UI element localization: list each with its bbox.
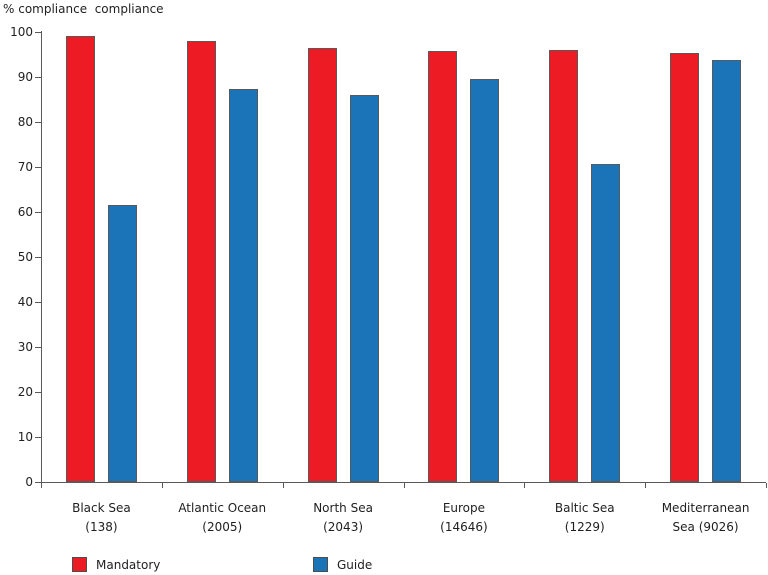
x-tick bbox=[524, 483, 526, 488]
x-category-label-line: (14646) bbox=[440, 520, 488, 534]
bar-mandatory-1 bbox=[186, 40, 216, 482]
bar-guide-3 bbox=[470, 79, 500, 482]
y-tick bbox=[35, 437, 41, 438]
legend-label-guide: Guide bbox=[337, 557, 373, 572]
y-tick-label: 10 bbox=[17, 430, 33, 444]
y-tick-label: 80 bbox=[17, 115, 33, 129]
y-tick-label: 0 bbox=[25, 475, 33, 489]
bar-mandatory-3 bbox=[428, 50, 458, 482]
x-tick bbox=[766, 483, 767, 488]
x-category-label: Atlantic Ocean (2005) bbox=[162, 499, 283, 537]
y-tick bbox=[35, 347, 41, 348]
y-tick-label: 100 bbox=[10, 25, 33, 39]
bar-guide-1 bbox=[228, 89, 258, 482]
x-category-label-line: Sea (9026) bbox=[672, 520, 739, 534]
y-tick bbox=[35, 122, 41, 123]
y-tick bbox=[35, 32, 41, 33]
bar-mandatory-0 bbox=[65, 35, 95, 482]
y-tick bbox=[35, 167, 41, 168]
y-tick bbox=[35, 212, 41, 213]
x-category-label: Baltic Sea (1229) bbox=[524, 499, 645, 537]
bar-guide-0 bbox=[107, 205, 137, 482]
legend-label-mandatory: Mandatory bbox=[96, 557, 161, 572]
x-category-label-line: (1229) bbox=[564, 520, 605, 534]
legend-item-mandatory: Mandatory bbox=[72, 557, 160, 572]
y-tick-label: 70 bbox=[17, 160, 33, 174]
x-category-label-line: Black Sea bbox=[72, 501, 131, 515]
bar-mandatory-5 bbox=[670, 52, 700, 482]
y-tick bbox=[35, 482, 41, 483]
bar-guide-4 bbox=[591, 163, 621, 482]
x-tick bbox=[645, 483, 647, 488]
y-tick bbox=[35, 392, 41, 393]
x-category-label-line: (2043) bbox=[323, 520, 364, 534]
x-tick bbox=[41, 483, 42, 488]
x-category-label-line: Europe bbox=[442, 501, 486, 515]
y-tick bbox=[35, 302, 41, 303]
x-category-label-line: Baltic Sea bbox=[554, 501, 615, 515]
y-axis-line bbox=[41, 31, 42, 487]
bar-guide-5 bbox=[712, 59, 742, 482]
y-tick-label: 90 bbox=[17, 70, 33, 84]
y-tick-label: 60 bbox=[17, 205, 33, 219]
x-category-label-line: (2005) bbox=[202, 520, 243, 534]
bar-guide-2 bbox=[349, 95, 379, 482]
y-tick bbox=[35, 77, 41, 78]
y-tick bbox=[35, 257, 41, 258]
x-tick bbox=[282, 483, 284, 488]
bar-mandatory-4 bbox=[549, 50, 579, 482]
x-tick bbox=[403, 483, 405, 488]
x-category-label-line: North Sea bbox=[313, 501, 373, 515]
legend-item-guide: Guide bbox=[313, 557, 372, 572]
x-tick bbox=[161, 483, 163, 488]
x-category-label: Europe (14646) bbox=[404, 499, 525, 537]
x-axis-line bbox=[41, 482, 766, 483]
chart-title: % compliance compliance bbox=[3, 2, 164, 16]
x-category-label-line: (138) bbox=[85, 520, 118, 534]
x-category-label-line: Mediterranean bbox=[661, 501, 750, 515]
x-category-label: North Sea (2043) bbox=[283, 499, 404, 537]
legend-swatch-guide bbox=[313, 557, 328, 572]
y-tick-label: 50 bbox=[17, 250, 33, 264]
legend-swatch-mandatory bbox=[72, 557, 87, 572]
x-category-label: Mediterranean Sea (9026) bbox=[645, 499, 766, 537]
x-category-label: Black Sea (138) bbox=[41, 499, 162, 537]
y-tick-label: 20 bbox=[17, 385, 33, 399]
y-tick-label: 30 bbox=[17, 340, 33, 354]
x-category-label-line: Atlantic Ocean bbox=[178, 501, 267, 515]
bar-mandatory-2 bbox=[307, 47, 337, 482]
y-tick-label: 40 bbox=[17, 295, 33, 309]
